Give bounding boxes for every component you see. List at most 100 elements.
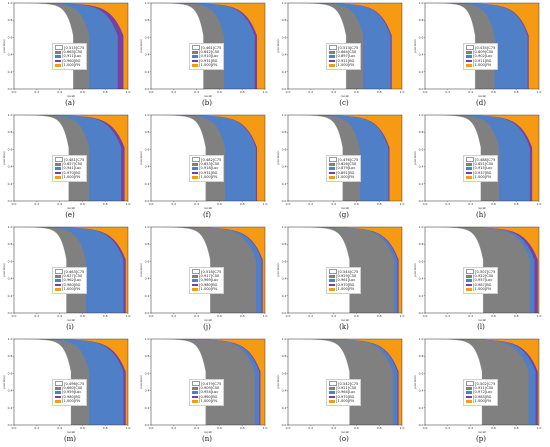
legend-label: [1.000]FN	[62, 175, 80, 180]
y-tick-label: 0.8	[282, 242, 287, 246]
legend-entry: [0.960]BG	[54, 59, 85, 63]
legend-swatch	[465, 45, 474, 50]
y-tick-label: 0.8	[8, 242, 13, 246]
x-axis-label: recall	[478, 94, 486, 98]
legend-entry: [0.911]C50	[465, 386, 496, 390]
x-tick-label: 0.6	[80, 90, 85, 94]
x-axis-label: recall	[67, 318, 75, 322]
x-axis-label: recall	[67, 206, 75, 210]
y-tick-label: 0.8	[8, 18, 13, 22]
legend-swatch	[54, 171, 61, 175]
y-tick-label: 0.2	[145, 182, 150, 186]
x-tick-label: 0.4	[468, 90, 473, 94]
pr-subplot: 0.0 0.2 0.4 0.6 0.8 1.0 0.0 0.2 0.4 0.6 0.8 1.0 reca…	[2, 0, 138, 111]
legend-label: [0.513]C75	[338, 45, 359, 50]
x-tick-label: 0.0	[286, 202, 291, 206]
y-axis-label: precision	[2, 39, 6, 53]
y-tick-label: 0.4	[282, 389, 287, 393]
y-tick-label: 0.8	[419, 354, 424, 358]
legend-swatch	[191, 274, 198, 278]
plot-frame	[13, 226, 129, 314]
pr-subplot: 0.0 0.2 0.4 0.6 0.8 1.0 0.0 0.2 0.4 0.6 0.8 1.0 reca…	[413, 112, 549, 223]
y-tick-label: 0.0	[419, 87, 424, 91]
y-tick-label: 1.0	[419, 113, 424, 117]
x-tick-label: 0.6	[217, 314, 222, 318]
legend-label: [1.000]FN	[199, 63, 217, 68]
x-tick-label: 0.2	[308, 90, 313, 94]
legend-label: [0.891]BG	[336, 170, 355, 175]
x-tick-label: 0.8	[514, 426, 519, 430]
legend-entry: [0.962]Loc	[54, 278, 85, 282]
x-tick-label: 0.8	[240, 90, 245, 94]
legend-swatch	[191, 157, 200, 162]
subfigure-caption: (k)	[339, 323, 349, 331]
legend-swatch	[465, 50, 472, 54]
x-tick-label: 0.4	[331, 426, 336, 430]
x-tick-label: 1.0	[263, 426, 268, 430]
legend-swatch	[54, 381, 63, 386]
subfigure-caption: (l)	[477, 323, 485, 331]
x-tick-label: 1.0	[537, 314, 542, 318]
x-tick-label: 1.0	[263, 90, 268, 94]
y-tick-label: 0.2	[145, 294, 150, 298]
legend-label: [0.911]Loc	[62, 54, 82, 59]
x-tick-label: 0.8	[240, 202, 245, 206]
legend-swatch	[54, 269, 63, 274]
x-tick-label: 0.4	[331, 202, 336, 206]
x-tick-label: 0.0	[149, 202, 154, 206]
x-axis-label: recall	[341, 430, 349, 434]
legend-entry: [1.000]FN	[191, 399, 222, 403]
x-tick-label: 0.6	[354, 426, 359, 430]
y-tick-label: 0.4	[419, 389, 424, 393]
x-tick-label: 0.6	[217, 90, 222, 94]
legend-swatch	[54, 283, 61, 287]
chart-legend: [0.482]C75 [0.653]C50 [0.918]Loc [0.931]BG[…	[188, 155, 225, 182]
y-axis-label: precision	[139, 263, 143, 277]
legend-swatch	[465, 386, 472, 390]
x-tick-label: 1.0	[400, 314, 405, 318]
subfigure-caption: (o)	[339, 435, 349, 443]
legend-label: [1.000]FN	[473, 287, 491, 292]
subfigure-caption: (n)	[202, 435, 212, 443]
x-tick-label: 0.0	[423, 426, 428, 430]
x-axis-label: recall	[204, 430, 212, 434]
legend-label: [0.660]C50	[62, 386, 83, 390]
y-tick-label: 0.2	[8, 70, 13, 74]
legend-swatch	[465, 395, 472, 399]
subfigure-caption: (c)	[339, 99, 349, 107]
x-tick-label: 0.4	[194, 90, 199, 94]
y-axis-label: precision	[2, 151, 6, 165]
legend-label: [0.985]BG	[473, 394, 492, 399]
plot-frame	[287, 338, 403, 426]
legend-swatch	[191, 279, 198, 282]
legend-swatch	[54, 59, 61, 63]
x-tick-label: 1.0	[537, 90, 542, 94]
x-tick-label: 0.0	[149, 426, 154, 430]
x-tick-label: 0.8	[514, 314, 519, 318]
pr-subplot: 0.0 0.2 0.4 0.6 0.8 1.0 0.0 0.2 0.4 0.6 0.8 1.0 reca…	[413, 336, 549, 447]
y-tick-label: 0.0	[282, 423, 287, 427]
legend-label: [0.544]C75	[338, 269, 359, 274]
legend-label: [0.902]Loc	[473, 54, 493, 59]
legend-label: [0.909]C50	[199, 386, 220, 390]
legend-label: [0.482]C75	[201, 157, 222, 162]
y-tick-label: 0.4	[419, 165, 424, 169]
x-axis-label: recall	[204, 206, 212, 210]
legend-entry: [1.000]FN	[191, 287, 222, 291]
y-tick-label: 0.2	[145, 70, 150, 74]
legend-swatch	[465, 176, 472, 179]
legend-entry: [0.481]C75	[54, 157, 84, 162]
subfigure-caption: (f)	[202, 211, 212, 219]
x-tick-label: 1.0	[126, 426, 131, 430]
subfigure-caption: (g)	[339, 211, 349, 219]
x-tick-label: 0.6	[491, 314, 496, 318]
legend-entry: [0.909]C50	[191, 386, 222, 390]
legend-entry: [0.972]Loc	[465, 390, 496, 394]
y-tick-label: 1.0	[419, 337, 424, 341]
chart-legend: [0.461]C75 [0.642]C50 [0.910]Loc [0.931]BG[…	[188, 43, 225, 70]
legend-label: [0.987]BG	[473, 282, 492, 287]
legend-swatch	[328, 274, 335, 278]
legend-entry: [0.463]C75	[54, 269, 84, 274]
plot-frame	[287, 2, 403, 90]
